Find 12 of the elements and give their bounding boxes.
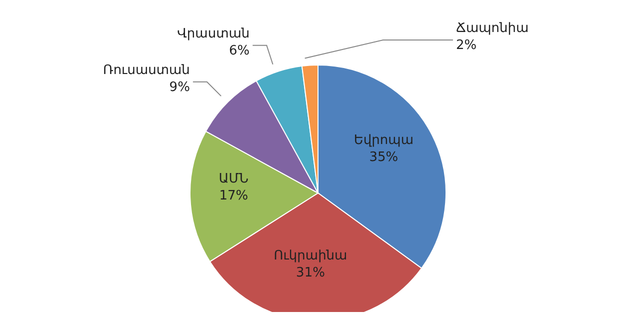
data-label: 9% [169,80,190,95]
slice-label: Եվրոպա [354,132,414,148]
data-label: 31% [296,265,325,280]
data-label: 6% [229,43,250,58]
slice-label: ԱՄՆ [218,171,249,186]
slice-label: Վրաստան [177,26,250,42]
data-label: 17% [219,188,248,204]
slice-label: Ճապոնիա [456,21,529,36]
data-label: 2% [456,38,477,53]
data-label: 35% [369,150,398,165]
slice-label: Ուկրաինա [274,248,348,264]
slice-label: Ռուսաստան [103,62,190,78]
